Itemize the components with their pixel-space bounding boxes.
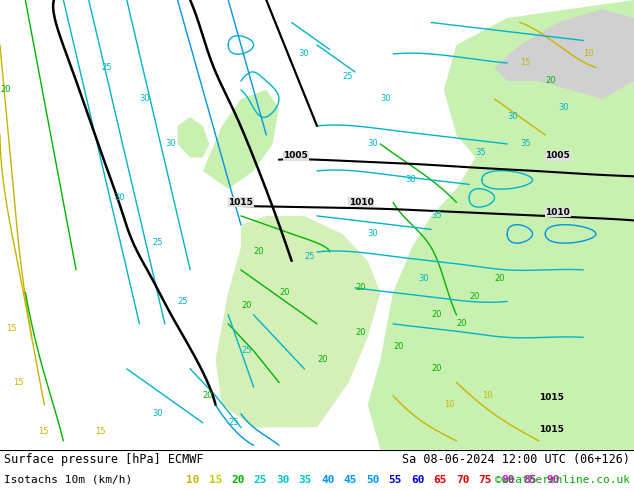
Text: 15: 15	[520, 58, 531, 68]
Text: 30: 30	[276, 475, 290, 485]
Text: 90: 90	[546, 475, 559, 485]
Text: 15: 15	[6, 324, 17, 333]
Text: 25: 25	[241, 346, 252, 355]
Text: 75: 75	[479, 475, 492, 485]
Text: 30: 30	[139, 95, 150, 103]
Text: 35: 35	[299, 475, 312, 485]
Text: 30: 30	[298, 49, 309, 58]
Polygon shape	[495, 9, 634, 99]
Polygon shape	[368, 0, 634, 450]
Text: 30: 30	[418, 274, 429, 283]
Text: 30: 30	[558, 103, 569, 113]
Text: 25: 25	[101, 63, 112, 72]
Text: 35: 35	[520, 140, 531, 148]
Text: 20: 20	[203, 392, 214, 400]
Text: 20: 20	[355, 328, 366, 338]
Polygon shape	[203, 90, 279, 189]
Text: 40: 40	[321, 475, 335, 485]
Text: 20: 20	[469, 293, 480, 301]
Text: 1010: 1010	[349, 197, 373, 207]
Text: 20: 20	[495, 274, 505, 283]
Text: 15: 15	[13, 378, 23, 387]
Text: 30: 30	[406, 175, 417, 184]
Text: 55: 55	[389, 475, 402, 485]
Text: 45: 45	[344, 475, 357, 485]
Text: 1005: 1005	[283, 151, 308, 160]
Text: 20: 20	[0, 85, 11, 95]
Text: 20: 20	[279, 288, 290, 297]
Text: 10: 10	[583, 49, 594, 58]
Text: 20: 20	[317, 355, 328, 365]
Text: 10: 10	[186, 475, 200, 485]
Text: 25: 25	[178, 297, 188, 306]
Text: 35: 35	[431, 211, 442, 220]
Text: ©weatheronline.co.uk: ©weatheronline.co.uk	[495, 475, 630, 485]
Text: 30: 30	[114, 194, 125, 202]
Text: 15: 15	[38, 427, 49, 436]
Text: 35: 35	[476, 148, 486, 157]
Text: 1015: 1015	[228, 197, 253, 207]
Text: 85: 85	[524, 475, 537, 485]
Text: 30: 30	[507, 112, 518, 122]
Text: 25: 25	[304, 252, 315, 261]
Text: 20: 20	[241, 301, 252, 310]
Text: 20: 20	[231, 475, 245, 485]
Text: 30: 30	[368, 229, 378, 239]
Text: Isotachs 10m (km/h): Isotachs 10m (km/h)	[4, 475, 133, 485]
Text: 20: 20	[393, 342, 404, 351]
Text: 20: 20	[355, 283, 366, 293]
Text: 20: 20	[431, 365, 442, 373]
Text: 60: 60	[411, 475, 425, 485]
Text: 15: 15	[95, 427, 106, 436]
Text: 30: 30	[152, 409, 163, 418]
Text: 30: 30	[368, 140, 378, 148]
Text: 50: 50	[366, 475, 380, 485]
Polygon shape	[216, 216, 380, 427]
Text: 30: 30	[165, 140, 176, 148]
Text: 25: 25	[254, 475, 267, 485]
Text: 25: 25	[228, 418, 239, 427]
Text: 20: 20	[456, 319, 467, 328]
Text: 70: 70	[456, 475, 470, 485]
Text: Sa 08-06-2024 12:00 UTC (06+126): Sa 08-06-2024 12:00 UTC (06+126)	[402, 453, 630, 466]
Text: 1015: 1015	[539, 393, 564, 402]
Polygon shape	[178, 117, 209, 157]
Text: 25: 25	[342, 72, 353, 81]
Text: 1010: 1010	[545, 208, 570, 217]
Text: 80: 80	[501, 475, 515, 485]
Text: Surface pressure [hPa] ECMWF: Surface pressure [hPa] ECMWF	[4, 453, 204, 466]
Text: 65: 65	[434, 475, 447, 485]
Text: 1015: 1015	[539, 425, 564, 434]
Text: 20: 20	[254, 247, 264, 256]
Text: 1005: 1005	[545, 151, 570, 160]
Text: 10: 10	[444, 400, 455, 409]
Text: 30: 30	[380, 95, 391, 103]
Text: 25: 25	[152, 239, 163, 247]
Text: 15: 15	[209, 475, 222, 485]
Text: 10: 10	[482, 392, 493, 400]
Text: 20: 20	[545, 76, 556, 85]
Text: 20: 20	[431, 310, 442, 319]
